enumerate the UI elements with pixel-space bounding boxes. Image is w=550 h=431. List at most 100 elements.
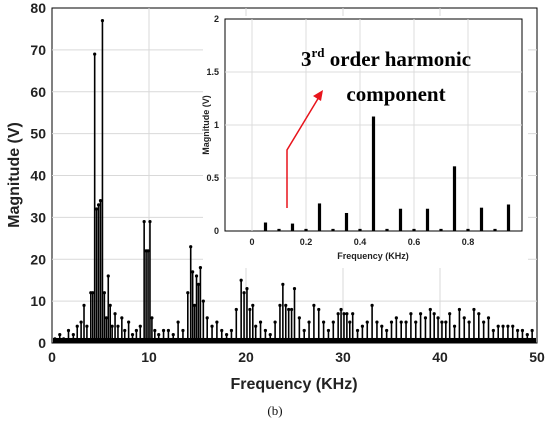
stem-marker [360,324,364,328]
stem-marker [127,320,131,324]
inset-bars [263,116,511,231]
stem-marker [201,299,205,303]
stem-marker [192,303,197,307]
stem-marker [292,286,297,291]
stem-marker [134,328,138,333]
harmonic-bar [317,203,322,231]
stem-marker [171,333,175,337]
stem-marker [102,291,106,295]
inset-x-tick-label: 0.2 [300,237,313,247]
main-x-tick-label: 40 [432,349,448,365]
stem-marker [486,316,491,320]
annotation-arrow-line [286,96,320,208]
stem-marker [189,245,193,249]
stem-marker [91,291,95,295]
stem-marker [419,312,423,316]
inset-y-tick-label: 1 [214,120,219,130]
stem-marker [289,307,294,312]
harmonic-bar [479,207,484,231]
inset-x-tick-label: 0 [249,237,254,247]
stem-marker [380,324,384,328]
figure-caption: (b) [267,403,283,418]
stem-marker [263,328,267,333]
stem-marker [66,328,71,333]
stem-marker [113,312,117,316]
stem-marker [71,333,75,337]
annotation-superscript: rd [311,45,325,60]
stem-marker [399,320,403,324]
stem-marker [385,328,389,333]
stem-marker [186,291,190,295]
stem-marker [198,266,203,270]
stem-marker [414,320,418,324]
stem-marker [210,324,214,328]
stem-marker [251,303,255,307]
main-y-tick-labels: 0 10 20 30 40 50 60 70 80 [30,0,46,351]
stem-marker [501,324,505,328]
annotation-line-2: component [346,82,445,106]
stem-marker [245,286,249,291]
stem-marker [511,324,515,328]
main-x-tick-label: 0 [48,349,56,365]
main-y-tick-label: 60 [30,84,46,100]
stem-marker [370,303,374,307]
stem-marker [530,328,534,333]
stem-marker [375,320,379,324]
inset-y-tick-labels: 0 0.5 1 1.5 2 [206,14,219,236]
main-y-tick-label: 30 [30,209,46,225]
harmonic-bar [304,228,308,231]
stem-marker [161,328,166,333]
harmonic-bar [344,212,349,231]
stem-marker [394,316,398,320]
harmonic-bar [331,228,335,231]
stem-marker [312,303,316,307]
stem-marker [351,312,355,316]
stem-marker [110,324,114,328]
stem-marker [225,333,229,337]
annotation-ordinal: 3 [301,47,312,71]
stem-marker [436,316,440,320]
stem-marker [85,324,89,328]
stem-marker [268,333,272,337]
stem-marker [297,316,301,320]
stem-marker [506,324,510,328]
stem-marker [176,320,180,324]
stem-marker [342,312,346,316]
main-y-tick-label: 40 [30,168,46,184]
stem-marker [138,324,142,328]
harmonic-bar [385,228,389,231]
main-y-tick-label: 50 [30,126,46,142]
main-stems [53,18,536,343]
stem-marker [448,312,452,316]
stem-marker [79,320,83,324]
stem-marker [205,316,209,320]
stem-marker [428,307,432,312]
stem-marker [348,320,352,324]
stem-marker [482,320,486,324]
main-y-tick-label: 20 [30,251,46,267]
stem-marker [452,324,457,328]
stem-marker [462,316,466,320]
stem-marker [477,312,481,316]
stem-marker [409,312,413,316]
stem-marker [339,307,343,312]
inset-chart: 0 0.2 0.4 0.6 0.8 00.511.52 Frequency (KHz) … [201,14,528,268]
stem-marker [116,324,120,328]
stem-marker [181,328,185,333]
main-y-tick-label: 70 [30,42,46,58]
harmonic-bar [371,116,376,231]
stem-marker [196,282,201,286]
stem-marker [148,219,152,224]
stem-marker [75,324,79,328]
stem-marker [281,282,285,286]
stem-marker [98,199,103,203]
inset-y-tick-label: 0.5 [206,173,219,183]
inset-y-tick-label: 0 [214,226,219,236]
stem-marker [258,320,263,324]
stem-marker [516,328,520,333]
stem-marker [153,328,157,333]
harmonic-bar [398,208,403,231]
inset-x-tick-label: 0.8 [462,237,475,247]
annotation-arrow-head [313,90,323,101]
stem-marker [254,324,258,328]
